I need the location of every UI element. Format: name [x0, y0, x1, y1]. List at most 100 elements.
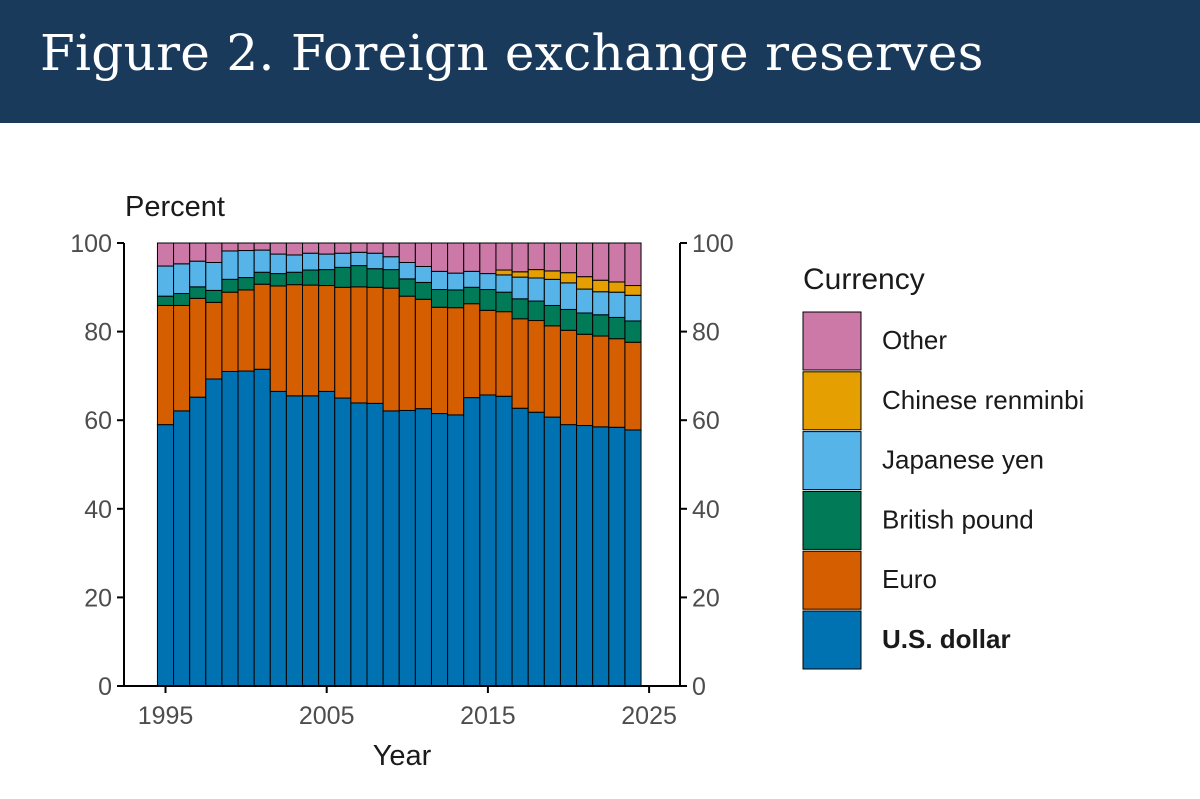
bar-other-1996 [173, 242, 191, 265]
bar-british-pound-2008 [366, 268, 384, 288]
bar-british-pound-2013 [447, 289, 465, 309]
y-tick-label-right-0: 0 [692, 673, 706, 701]
bar-u-s-dollar-1999 [221, 370, 239, 687]
bar-euro-2009 [382, 287, 400, 412]
bar-british-pound-2000 [237, 277, 255, 291]
x-axis-title: Year [373, 740, 432, 772]
legend-swatch-euro [802, 550, 862, 610]
bar-other-2002 [269, 242, 287, 255]
bar-british-pound-2010 [398, 278, 416, 297]
y-tick-label-left-0: 0 [98, 673, 112, 701]
bar-chinese-renminbi-2021 [576, 276, 594, 290]
bar-euro-2018 [527, 320, 545, 413]
bar-u-s-dollar-2004 [302, 395, 320, 687]
bar-u-s-dollar-2024 [624, 429, 642, 687]
bar-british-pound-1995 [156, 295, 175, 306]
bar-euro-2021 [576, 333, 594, 427]
bar-japanese-yen-1998 [205, 261, 223, 291]
bar-u-s-dollar-2010 [398, 409, 416, 687]
legend-swatch-chinese-renminbi [802, 371, 862, 431]
bar-euro-2022 [592, 335, 610, 428]
legend-label-euro: Euro [882, 564, 937, 594]
bar-japanese-yen-2014 [463, 270, 481, 288]
bar-other-2014 [463, 242, 481, 272]
bar-british-pound-2002 [269, 273, 287, 287]
legend-swatch-british-pound [802, 490, 862, 550]
bar-japanese-yen-2023 [608, 291, 626, 318]
bar-japanese-yen-2007 [350, 251, 368, 267]
bar-japanese-yen-2021 [576, 288, 594, 314]
figure-title: Figure 2. Foreign exchange reserves [40, 24, 984, 82]
bar-u-s-dollar-1997 [189, 396, 207, 687]
bar-euro-1996 [173, 304, 191, 412]
bar-other-2009 [382, 242, 400, 258]
bar-other-2000 [237, 242, 255, 252]
bar-euro-2023 [608, 338, 626, 428]
bar-other-2011 [414, 242, 432, 267]
bar-euro-2002 [269, 285, 287, 392]
bar-british-pound-2014 [463, 286, 481, 305]
bar-euro-2013 [447, 307, 465, 416]
bar-chinese-renminbi-2019 [543, 270, 561, 280]
x-tick-label-2025: 2025 [621, 702, 677, 730]
bar-u-s-dollar-2005 [318, 390, 336, 687]
bar-japanese-yen-2024 [624, 294, 642, 322]
bar-british-pound-1996 [173, 293, 191, 306]
figure-header: Figure 2. Foreign exchange reserves [0, 0, 1200, 123]
bar-euro-1995 [156, 304, 175, 426]
bar-other-2019 [543, 242, 561, 272]
bar-japanese-yen-2010 [398, 261, 416, 280]
bar-chinese-renminbi-2022 [592, 279, 610, 293]
legend-label-other: Other [882, 325, 947, 355]
bar-u-s-dollar-2001 [253, 368, 271, 687]
bar-euro-1998 [205, 301, 223, 380]
bar-euro-2003 [285, 284, 304, 397]
bar-japanese-yen-2018 [527, 277, 545, 302]
bar-euro-2024 [624, 341, 642, 431]
bar-euro-2017 [511, 318, 529, 409]
bar-japanese-yen-2004 [302, 252, 320, 271]
bar-other-2007 [350, 242, 368, 253]
bar-other-2020 [559, 242, 578, 274]
bar-other-2013 [447, 242, 465, 274]
bar-japanese-yen-2009 [382, 256, 400, 271]
legend-title: Currency [803, 263, 925, 296]
bar-other-2015 [479, 242, 497, 275]
bar-u-s-dollar-1995 [156, 424, 175, 687]
bar-euro-2008 [366, 286, 384, 404]
bar-u-s-dollar-2016 [495, 395, 513, 687]
bar-other-2022 [592, 242, 610, 281]
bar-u-s-dollar-2017 [511, 407, 529, 687]
bar-euro-2011 [414, 298, 432, 410]
bar-other-2016 [495, 242, 513, 271]
bar-other-2004 [302, 242, 320, 254]
legend-swatch-u-s-dollar [802, 610, 862, 670]
bar-japanese-yen-2006 [334, 252, 352, 268]
bar-other-2012 [430, 242, 449, 272]
x-tick-label-1995: 1995 [138, 702, 194, 730]
bar-u-s-dollar-2019 [543, 416, 561, 687]
bar-japanese-yen-2001 [253, 249, 271, 273]
bar-japanese-yen-1997 [189, 260, 207, 288]
bar-u-s-dollar-2015 [479, 394, 497, 687]
bar-japanese-yen-2019 [543, 278, 561, 306]
bar-japanese-yen-2015 [479, 273, 497, 291]
bar-british-pound-2024 [624, 320, 642, 343]
bar-british-pound-2006 [334, 266, 352, 288]
bar-other-2008 [366, 242, 384, 254]
bar-british-pound-2012 [430, 289, 449, 308]
bar-euro-2015 [479, 309, 497, 396]
bar-euro-2007 [350, 286, 368, 404]
bar-chinese-renminbi-2016 [495, 269, 513, 276]
y-tick-label-left-80: 80 [84, 319, 112, 347]
y-tick-label-right-20: 20 [692, 584, 720, 612]
bar-u-s-dollar-2013 [447, 414, 465, 687]
bar-euro-2001 [253, 283, 271, 370]
bar-other-1999 [221, 242, 239, 252]
bar-japanese-yen-2011 [414, 265, 432, 283]
bar-other-1998 [205, 242, 223, 263]
bar-british-pound-2003 [285, 271, 304, 286]
y-tick-label-left-20: 20 [84, 584, 112, 612]
bar-chinese-renminbi-2017 [511, 271, 529, 278]
bar-chinese-renminbi-2023 [608, 281, 626, 293]
